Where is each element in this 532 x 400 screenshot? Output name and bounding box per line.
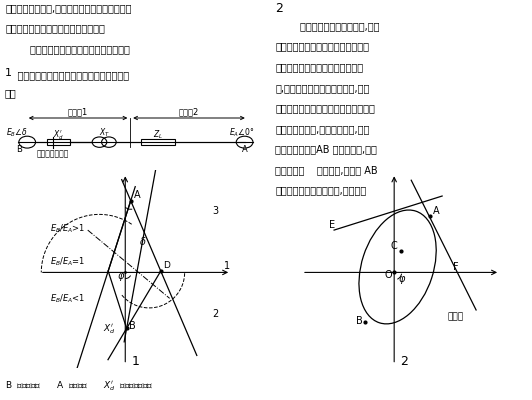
Bar (47, 139, 70, 146)
Text: 3: 3 (213, 206, 219, 216)
Text: $Z_L$: $Z_L$ (153, 128, 163, 141)
Text: δ: δ (140, 237, 146, 247)
Text: 2: 2 (275, 2, 283, 15)
Text: 1: 1 (225, 261, 230, 271)
Text: $E_B\angle\delta$: $E_B\angle\delta$ (5, 126, 28, 138)
Text: $E_B/E_A$<1: $E_B/E_A$<1 (50, 292, 86, 304)
Text: A: A (433, 206, 440, 216)
Text: 2: 2 (401, 354, 409, 368)
Text: 变以外的系统。AB 为阻挡元件,把这: 变以外的系统。AB 为阻挡元件,把这 (275, 144, 377, 154)
Text: O: O (385, 270, 392, 280)
Text: 动作区2: 动作区2 (179, 107, 199, 116)
Text: $E_B/E_A$=1: $E_B/E_A$=1 (50, 255, 86, 268)
Text: E: E (329, 220, 336, 230)
Text: 1: 1 (5, 68, 12, 78)
Text: 组应该配置功能比较齐全的失步保护。: 组应该配置功能比较齐全的失步保护。 (5, 24, 105, 34)
Text: 抗元件和两根直线型阻抗元件构成三: 抗元件和两根直线型阻抗元件构成三 (275, 42, 369, 52)
Text: F: F (453, 262, 459, 272)
Text: φ: φ (398, 274, 405, 284)
Text: A: A (242, 145, 247, 154)
Text: 厂站侧的厂用系统,危及机组安全运行。对大型机: 厂站侧的厂用系统,危及机组安全运行。对大型机 (5, 3, 132, 13)
Text: 发电机的失步。阻抗元件图如图２: 发电机的失步。阻抗元件图如图２ (275, 62, 363, 72)
Text: 1: 1 (131, 354, 139, 368)
Text: 下：: 下： (5, 88, 16, 98)
Text: 根据图１的阻抗运行轨迹,可以: 根据图１的阻抗运行轨迹,可以 (275, 21, 380, 31)
Text: 这里介绍一种三阻抗元件的失步保护。: 这里介绍一种三阻抗元件的失步保护。 (5, 44, 130, 54)
Text: $E_B/E_A$>1: $E_B/E_A$>1 (50, 222, 86, 235)
Text: A: A (134, 190, 141, 200)
Text: 右两部分。    为阻抗角,失步线 AB: 右两部分。 为阻抗角,失步线 AB (275, 165, 378, 175)
Text: 动作区1: 动作区1 (68, 107, 88, 116)
Text: 动作区: 动作区 (447, 312, 463, 321)
Text: 件,把阻抗平面分为两个动作区,即动: 件,把阻抗平面分为两个动作区,即动 (275, 83, 370, 93)
Text: 点０代表失步保护安装处,即机端。: 点０代表失步保护安装处,即机端。 (275, 186, 367, 196)
Text: B: B (356, 316, 363, 326)
Text: C: C (390, 241, 397, 251)
Text: 区１、动作区２。当振荡中心落于区１: 区１、动作区２。当振荡中心落于区１ (275, 103, 375, 113)
Text: B: B (129, 321, 136, 331)
Text: B: B (16, 145, 22, 154)
Text: B  代表发电机      A  代表系统      $X_d'$  代表发电机阻抗: B 代表发电机 A 代表系统 $X_d'$ 代表发电机阻抗 (5, 379, 154, 392)
Text: $X_d'$: $X_d'$ (53, 128, 64, 142)
Bar (141, 139, 174, 146)
Text: $X_T$: $X_T$ (98, 126, 110, 138)
Text: 发电机与系统发生失步的振荡中心轨迹图如: 发电机与系统发生失步的振荡中心轨迹图如 (5, 70, 129, 80)
Text: φ: φ (117, 271, 123, 281)
Text: $E_A\angle0°$: $E_A\angle0°$ (229, 126, 255, 138)
Text: 2: 2 (213, 309, 219, 319)
Text: $X_d'$: $X_d'$ (103, 323, 115, 336)
Text: 位于发变组内部,当落于区２时,振荡: 位于发变组内部,当落于区２时,振荡 (275, 124, 370, 134)
Text: 失步保护安装处: 失步保护安装处 (36, 149, 69, 158)
Text: D: D (163, 261, 170, 270)
